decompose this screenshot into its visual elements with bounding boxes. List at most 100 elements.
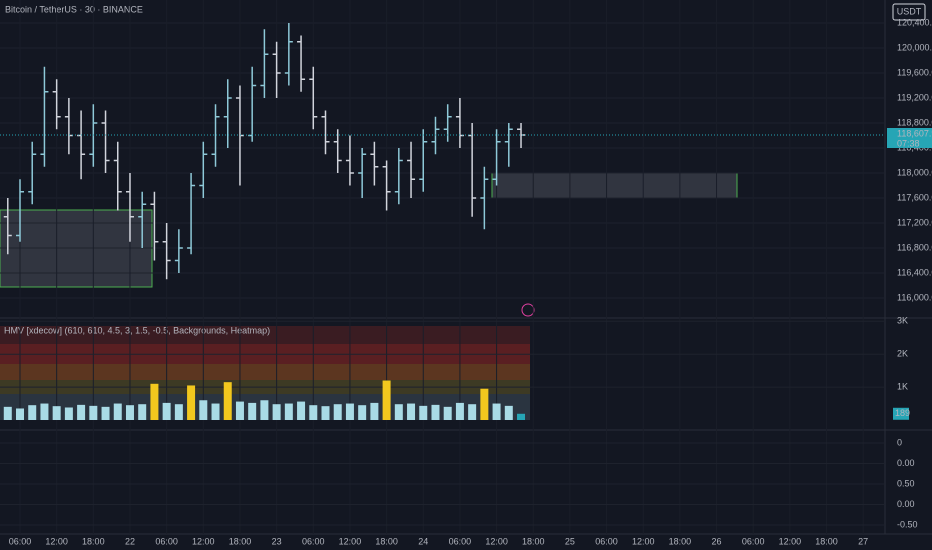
volume-bar (443, 406, 452, 420)
volume-bar (333, 404, 342, 420)
volume-bar (150, 383, 159, 420)
x-tick-label: 22 (125, 536, 135, 546)
band (0, 364, 530, 380)
volume-bar (3, 406, 12, 420)
volume-bar (260, 400, 269, 420)
volume-bar (370, 402, 379, 420)
currency-label[interactable]: USDT (897, 6, 922, 16)
volume-bar (431, 404, 440, 420)
volume-bar (28, 405, 37, 420)
volume-bar (64, 407, 73, 420)
x-tick-label: 06:00 (302, 536, 325, 546)
x-tick-label: 12:00 (779, 536, 802, 546)
x-tick-label: 18:00 (82, 536, 105, 546)
y-tick-label: 120,400.00 (897, 17, 932, 27)
y-tick-label: 1K (897, 381, 908, 391)
volume-last-box (893, 407, 909, 420)
y-tick-label: 117,200.00 (897, 217, 932, 227)
volume-bar (101, 406, 110, 420)
volume-bar (89, 405, 98, 420)
volume-bar (358, 405, 367, 420)
x-tick-label: 06:00 (9, 536, 32, 546)
x-tick-label: 24 (418, 536, 428, 546)
y-tick-label: 119,600.00 (897, 67, 932, 77)
x-tick-label: 12:00 (485, 536, 508, 546)
volume-bar (211, 403, 220, 420)
volume-bar (248, 402, 257, 420)
x-tick-label: 06:00 (155, 536, 178, 546)
x-tick-label: 26 (712, 536, 722, 546)
y-tick-label: 3K (897, 316, 908, 326)
y-tick-label: 116,400.00 (897, 267, 932, 277)
pane-label: 0.50 (897, 478, 915, 488)
volume-bar (309, 405, 318, 420)
volume-bar (125, 405, 134, 420)
countdown-label: 07:38 (897, 138, 920, 148)
volume-bar (455, 402, 464, 420)
x-tick-label: 12:00 (339, 536, 362, 546)
currency-button[interactable] (892, 3, 926, 21)
x-tick-label: 12:00 (192, 536, 215, 546)
volume-bar (40, 403, 49, 420)
volume-bar (382, 380, 391, 420)
volume-bar (394, 404, 403, 420)
x-tick-label: 18:00 (375, 536, 398, 546)
volume-bar (77, 404, 86, 420)
volume-bar (468, 404, 477, 420)
volume-bar (321, 406, 330, 420)
x-tick-label: 12:00 (632, 536, 655, 546)
volume-bar (16, 408, 24, 420)
event-icon[interactable] (521, 303, 535, 317)
x-tick-label: 25 (565, 536, 575, 546)
x-tick-label: 18:00 (669, 536, 692, 546)
volume-bar (52, 406, 61, 420)
x-tick-label: 12:00 (45, 536, 68, 546)
pane-label: 0 (897, 437, 902, 447)
x-tick-label: 06:00 (449, 536, 472, 546)
volume-bar (174, 404, 183, 420)
x-tick-label: 06:00 (742, 536, 765, 546)
volume-bar (517, 413, 526, 420)
volume-bar (407, 403, 416, 420)
pane-label: 0.00 (897, 499, 915, 509)
indicator-title: HMV [xdecow] (610, 610, 4.5, 3, 1.5, -0.… (4, 325, 270, 335)
y-tick-label: 118,000.00 (897, 167, 932, 177)
y-tick-label: 117,600.00 (897, 192, 932, 202)
x-tick-label: 06:00 (595, 536, 618, 546)
volume-bar (504, 405, 513, 420)
pane-label: -0.50 (897, 519, 918, 529)
volume-bar (284, 403, 293, 420)
volume-bar (419, 405, 428, 420)
x-tick-label: 18:00 (815, 536, 838, 546)
volume-bar (223, 382, 232, 420)
volume-bar (480, 388, 489, 420)
x-tick-label: 27 (858, 536, 868, 546)
volume-bar (297, 401, 306, 420)
y-tick-label: 116,000.00 (897, 292, 932, 302)
zone-box (491, 172, 738, 199)
x-tick-label: 18:00 (229, 536, 252, 546)
band (0, 326, 530, 344)
x-tick-label: 23 (272, 536, 282, 546)
pane-label: 0.00 (897, 458, 915, 468)
volume-bar (187, 385, 196, 420)
volume-bar (492, 403, 501, 420)
volume-bar (272, 404, 281, 420)
symbol-title: Bitcoin / TetherUS · 30 · BINANCE (5, 4, 143, 14)
volume-bar (235, 401, 244, 420)
last-price-label: 118,607.99 (897, 128, 932, 138)
y-tick-label: 119,200.00 (897, 92, 932, 102)
x-tick-label: 18:00 (522, 536, 545, 546)
volume-bar (138, 404, 147, 420)
volume-bar (199, 400, 208, 420)
y-tick-label: 120,000.00 (897, 42, 932, 52)
last-price-box (887, 128, 932, 149)
y-tick-label: 116,800.00 (897, 242, 932, 252)
y-tick-label: 118,800.00 (897, 117, 932, 127)
volume-last-label: 189 (895, 408, 910, 418)
volume-bar (345, 403, 354, 420)
y-tick-label: 2K (897, 349, 908, 359)
